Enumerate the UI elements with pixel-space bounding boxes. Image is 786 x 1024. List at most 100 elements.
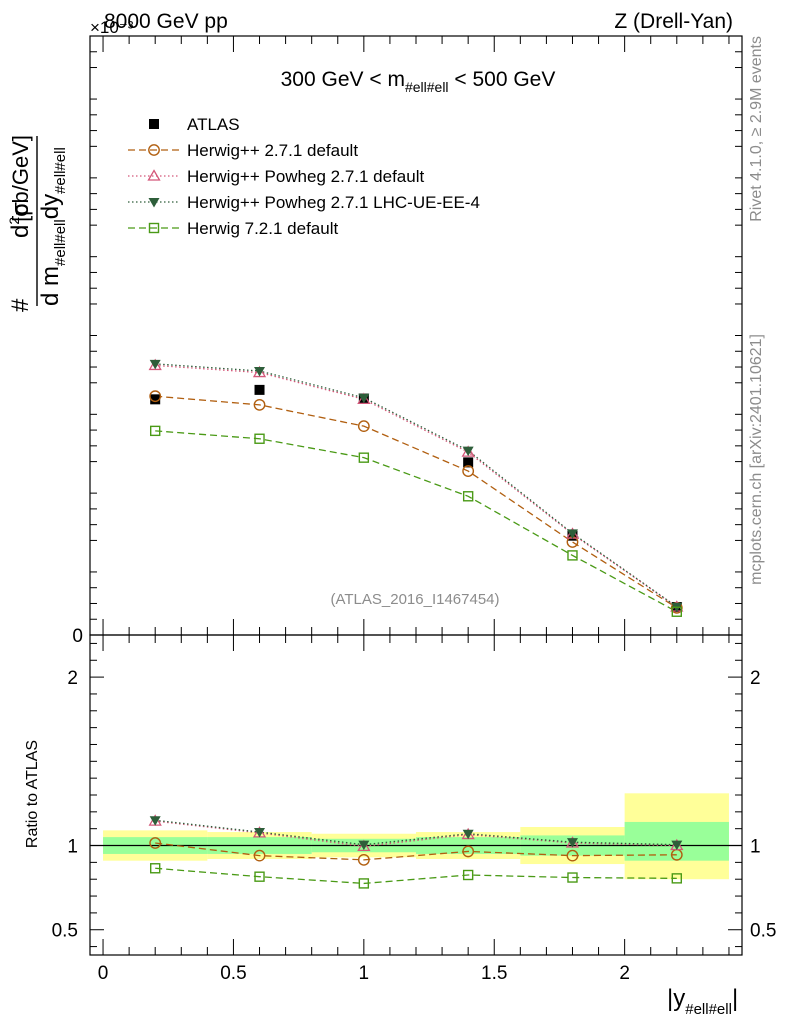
x-tick-label: 1 — [359, 963, 370, 984]
series-line — [155, 395, 678, 609]
x-label-close: | — [732, 985, 738, 1012]
legend-marker — [147, 169, 161, 181]
legend-label: Herwig++ Powheg 2.7.1 LHC-UE-EE-4 — [187, 193, 480, 212]
ratio-series-line — [155, 867, 677, 885]
x-axis-label: |y#ell#ell| — [667, 985, 738, 1018]
plot-title: 300 GeV < m#ell#ell < 500 GeV — [281, 68, 556, 95]
ratio-y-tick-label: 0.5 — [52, 921, 78, 942]
y-label-den-dy: dy — [37, 194, 64, 219]
plot-title-tail: < 500 GeV — [449, 68, 556, 91]
data-point — [357, 420, 370, 433]
data-point — [462, 446, 474, 457]
ratio-point — [462, 829, 474, 840]
y-label-sigma: σ — [7, 202, 34, 217]
ratio-point — [254, 828, 266, 838]
ratio-point — [671, 840, 683, 851]
ratio-point — [358, 878, 370, 889]
y-axis-label: # d2σ d m#ell#elldy#ell#ell [pb/GeV] — [6, 135, 69, 312]
plot-title-main: 300 GeV < m — [281, 68, 405, 91]
data-point — [357, 392, 371, 404]
legend: ATLAS Herwig++ 2.7.1 default Herwig++ Powh… — [128, 115, 480, 238]
ratio-point — [358, 840, 370, 851]
y-label-hash: # — [7, 298, 34, 312]
ratio-point — [357, 853, 370, 866]
ratio-point — [149, 863, 161, 874]
ratio-y-tick-label-right: 0.5 — [750, 921, 776, 942]
data-point — [149, 359, 161, 370]
y-label-num-sup: 2 — [6, 217, 22, 225]
ratio-point — [671, 873, 682, 884]
ratio-y-tick-label: 1 — [67, 837, 78, 858]
series-line — [155, 363, 678, 608]
mcplots-label: mcplots.cern.ch [arXiv:2401.10621] — [748, 334, 765, 585]
legend-label: Herwig++ Powheg 2.7.1 default — [187, 167, 424, 186]
data-point — [462, 491, 474, 502]
x-tick-label: 1.5 — [481, 963, 507, 984]
y-label-denominator: d m#ell#elldy#ell#ell — [37, 147, 69, 306]
data-point — [463, 457, 474, 468]
ratio-point — [149, 837, 162, 849]
data-point — [253, 398, 266, 411]
legend-label: Herwig++ 2.7.1 default — [187, 141, 358, 160]
y-label-num-d: d — [7, 225, 34, 238]
ratio-point — [566, 838, 578, 848]
data-point — [254, 366, 266, 377]
data-point — [254, 433, 265, 444]
header-left: 8000 GeV pp — [104, 10, 228, 33]
y-label-den-sub1: #ell#ell — [52, 219, 69, 266]
plot-title-sub: #ell#ell — [405, 79, 449, 95]
rivet-label: Rivet 4.1.0, ≥ 2.9M events — [748, 36, 765, 222]
x-label-main: |y — [667, 985, 685, 1012]
data-point — [462, 465, 475, 477]
data-point — [567, 550, 578, 561]
ratio-point — [254, 871, 265, 882]
axis-exponent: ×10⁻³ — [90, 18, 134, 37]
series-line — [155, 430, 678, 613]
analysis-watermark: (ATLAS_2016_I1467454) — [330, 591, 499, 608]
x-tick-label: 0.5 — [220, 963, 246, 984]
data-point — [148, 358, 162, 371]
ratio-y-tick-label: 2 — [67, 668, 78, 689]
main-panel: 00.10.20.30.40.50.60.7 — [72, 35, 743, 647]
data-point — [149, 425, 161, 437]
ratio-point — [567, 872, 578, 883]
ratio-series-line — [155, 842, 677, 861]
legend-label: Herwig 7.2.1 default — [187, 219, 338, 238]
y-label-units: [pb/GeV] — [8, 135, 33, 222]
ratio-point — [566, 849, 579, 862]
data-point — [461, 445, 475, 457]
x-tick-label: 0 — [98, 963, 109, 984]
x-label-sub: #ell#ell — [685, 1001, 732, 1018]
legend-marker — [148, 198, 160, 208]
legend-label: ATLAS — [187, 115, 240, 134]
ratio-point — [149, 816, 161, 826]
data-point — [252, 365, 267, 378]
data-point — [149, 390, 162, 403]
legend-marker — [149, 119, 159, 129]
ratio-y-label: Ratio to ATLAS — [24, 740, 41, 848]
y-label-den-sub2: #ell#ell — [52, 147, 69, 194]
ratio-panel: 0.5 0.5 1 1 2 2 0 0.5 1 1.5 2 — [52, 634, 776, 984]
ratio-y-tick-label-right: 2 — [750, 668, 761, 689]
data-point — [254, 384, 265, 395]
y-tick-label: 0 — [72, 626, 83, 647]
ratio-point — [462, 869, 474, 881]
ratio-point — [253, 849, 266, 862]
ratio-series-line — [155, 819, 677, 846]
y-label-numerator: d2σ — [6, 202, 34, 238]
x-tick-label: 2 — [619, 963, 630, 984]
data-point — [671, 606, 682, 617]
data-point — [358, 452, 370, 463]
legend-marker — [148, 144, 160, 156]
header-right: Z (Drell-Yan) — [614, 10, 733, 33]
data-point — [566, 529, 578, 539]
ratio-y-tick-label-right: 1 — [750, 837, 761, 858]
ratio-point — [357, 839, 371, 852]
y-label-den-d: d m — [37, 266, 64, 306]
ratio-series-line — [155, 820, 677, 848]
series-line — [155, 364, 678, 608]
data-point — [358, 393, 370, 404]
ratio-point — [462, 845, 475, 858]
data-point — [150, 394, 161, 405]
